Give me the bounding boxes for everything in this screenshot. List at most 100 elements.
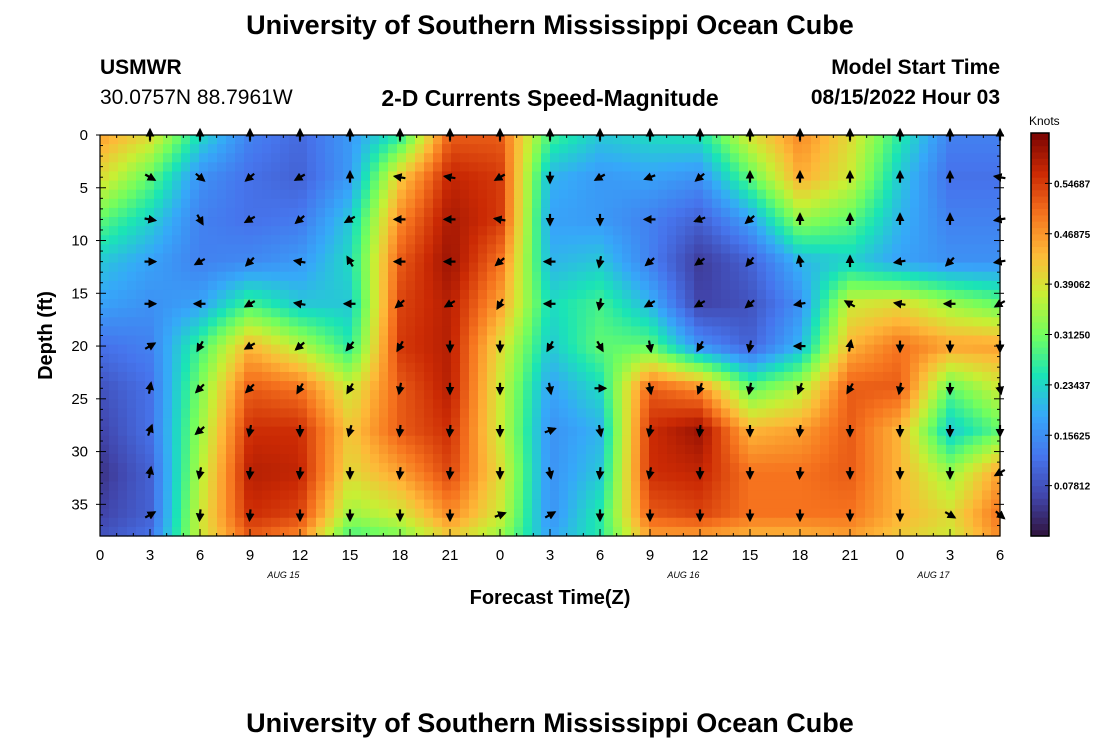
heatmap-cell [370,144,380,154]
heatmap-cell [703,499,713,510]
heatmap-cell [316,289,326,300]
heatmap-cell [298,417,308,428]
heatmap-cell [694,198,704,209]
colorbar-step [1031,384,1049,392]
heatmap-cell [352,317,362,327]
heatmap-cell [433,180,443,191]
heatmap-cell [145,499,155,510]
heatmap-cell [433,472,443,482]
heatmap-cell [703,444,713,455]
heatmap-cell [766,435,776,446]
heatmap-cell [415,308,425,318]
heatmap-cell [271,171,281,182]
heatmap-cell [109,526,119,537]
heatmap-cell [865,326,875,337]
heatmap-cell [181,499,191,510]
heatmap-cell [181,162,191,173]
heatmap-cell [919,189,929,200]
heatmap-cell [478,490,488,501]
current-vector-arrow [445,467,455,480]
heatmap-cell [280,180,290,191]
heatmap-cell [415,253,425,264]
heatmap-cell [109,353,119,364]
current-vector-arrow [345,341,355,352]
heatmap-cell [469,490,479,501]
heatmap-cell [964,463,974,473]
heatmap-cell [433,526,443,537]
heatmap-cell [442,235,452,245]
heatmap-cell [622,217,632,227]
heatmap-cell [577,353,587,364]
heatmap-cell [262,453,272,464]
current-vector-arrow [694,172,705,182]
heatmap-cell [334,508,344,519]
heatmap-cell [874,463,884,473]
heatmap-cell [811,162,821,173]
heatmap-cell [460,399,470,410]
heatmap-cell [622,308,632,318]
heatmap-cell [316,262,326,273]
heatmap-cell [937,408,947,419]
heatmap-cell [217,390,227,400]
heatmap-cell [550,244,560,255]
heatmap-cell [685,517,695,528]
heatmap-cell [181,244,191,255]
heatmap-cell [532,207,542,218]
heatmap-cell [784,435,794,446]
heatmap-cell [766,526,776,537]
heatmap-cell [397,472,407,482]
heatmap-cell [109,171,119,182]
heatmap-cell [289,408,299,419]
heatmap-cell [532,435,542,446]
heatmap-cell [415,499,425,510]
heatmap-cell [334,326,344,337]
heatmap-cell [361,198,371,209]
heatmap-cell [289,526,299,537]
heatmap-cell [721,517,731,528]
heatmap-cell [397,453,407,464]
heatmap-cell [442,180,452,191]
heatmap-cell [757,207,767,218]
heatmap-cell [613,399,623,410]
heatmap-cell [406,226,416,236]
heatmap-cell [559,171,569,182]
heatmap-cell [622,390,632,400]
heatmap-cell [730,153,740,163]
heatmap-cell [982,381,992,391]
heatmap-cell [325,217,335,227]
heatmap-cell [505,526,515,537]
heatmap-cell [703,390,713,400]
heatmap-cell [172,207,182,218]
colorbar-step [1031,164,1049,172]
heatmap-cell [964,335,974,346]
heatmap-cell [541,390,551,400]
heatmap-cell [838,444,848,455]
heatmap-cell [775,189,785,200]
station-name: USMWR [100,56,182,79]
heatmap-cell [199,408,209,419]
heatmap-cell [649,499,659,510]
heatmap-cell [838,481,848,492]
heatmap-cell [991,226,1001,236]
heatmap-cell [559,353,569,364]
heatmap-cell [253,189,263,200]
y-tick-label: 20 [71,338,88,355]
heatmap-cell [766,189,776,200]
heatmap-cell [991,180,1001,191]
page-title: University of Southern Mississippi Ocean… [246,10,854,40]
heatmap-cell [307,399,317,410]
heatmap-cell [199,326,209,337]
heatmap-cell [352,444,362,455]
heatmap-cell [541,399,551,410]
heatmap-cell [505,435,515,446]
heatmap-cell [496,371,506,382]
heatmap-cell [469,144,479,154]
heatmap-cell [883,472,893,482]
heatmap-cell [127,426,137,437]
heatmap-cell [217,308,227,318]
heatmap-cell [406,153,416,163]
heatmap-cell [874,317,884,327]
heatmap-cell [127,526,137,537]
heatmap-cell [766,344,776,355]
heatmap-cell [496,317,506,327]
